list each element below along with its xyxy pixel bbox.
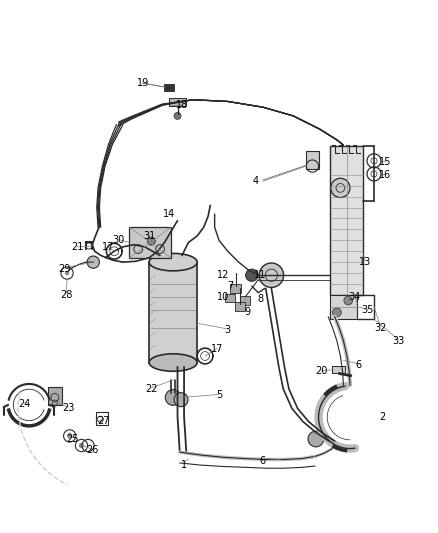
Text: 8: 8 (258, 294, 264, 304)
Text: 19: 19 (137, 78, 149, 88)
Circle shape (259, 263, 284, 287)
Text: 15: 15 (379, 157, 391, 167)
Text: 3: 3 (225, 325, 231, 335)
Bar (332, 366, 345, 373)
Text: 21: 21 (71, 242, 83, 252)
Text: 4: 4 (253, 176, 259, 187)
Bar (240, 296, 251, 305)
Circle shape (331, 179, 350, 198)
Circle shape (332, 308, 341, 317)
Circle shape (148, 237, 155, 245)
Circle shape (344, 296, 353, 305)
Bar (330, 295, 357, 319)
Text: 25: 25 (67, 434, 79, 444)
Text: 23: 23 (62, 403, 74, 414)
Bar (48, 387, 62, 405)
Circle shape (67, 433, 72, 439)
Text: 2: 2 (380, 412, 386, 422)
Circle shape (174, 393, 188, 407)
Text: 17: 17 (211, 344, 223, 354)
Text: 29: 29 (58, 264, 70, 273)
Ellipse shape (149, 253, 197, 271)
Bar (330, 147, 363, 295)
Text: 6: 6 (260, 456, 266, 466)
Text: 34: 34 (348, 292, 360, 302)
Text: 26: 26 (86, 445, 99, 455)
Text: 24: 24 (18, 399, 31, 409)
Text: 30: 30 (113, 235, 125, 245)
Text: 14: 14 (162, 209, 175, 219)
Bar (130, 227, 171, 258)
Bar (225, 294, 235, 302)
Text: 13: 13 (359, 257, 371, 267)
Text: 22: 22 (145, 384, 158, 394)
Text: 28: 28 (60, 290, 72, 300)
Text: 18: 18 (176, 100, 188, 110)
Bar (306, 151, 318, 169)
Circle shape (79, 443, 84, 448)
Bar (164, 84, 174, 91)
Bar (169, 98, 186, 106)
Circle shape (174, 112, 181, 119)
Text: 35: 35 (361, 305, 374, 315)
Text: 1: 1 (181, 460, 187, 470)
Ellipse shape (149, 354, 197, 372)
Bar (96, 413, 108, 425)
Text: 17: 17 (102, 242, 114, 252)
Text: 7: 7 (227, 281, 233, 291)
Bar (230, 284, 241, 293)
Text: 16: 16 (379, 170, 391, 180)
Bar (330, 309, 343, 317)
Circle shape (65, 271, 69, 275)
Circle shape (87, 256, 99, 268)
Circle shape (165, 390, 181, 405)
Bar (235, 302, 245, 311)
Text: 9: 9 (244, 308, 251, 317)
Text: 27: 27 (97, 416, 110, 426)
Circle shape (246, 269, 258, 281)
Text: 20: 20 (315, 366, 328, 376)
Circle shape (308, 431, 324, 447)
Text: 33: 33 (392, 336, 404, 346)
Text: 10: 10 (217, 292, 230, 302)
Text: 32: 32 (374, 322, 387, 333)
Text: 12: 12 (217, 270, 230, 280)
Text: 5: 5 (216, 390, 222, 400)
Text: 31: 31 (143, 231, 155, 241)
Text: 11: 11 (254, 270, 267, 280)
Text: 6: 6 (356, 360, 362, 370)
Bar (149, 262, 197, 362)
